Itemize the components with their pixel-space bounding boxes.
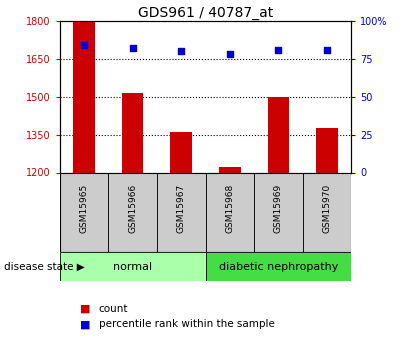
Bar (73, 21, 95, 172)
Bar (254, 172, 303, 252)
Text: count: count (99, 304, 128, 314)
Text: GSM15968: GSM15968 (225, 184, 234, 233)
Point (275, 47, 282, 52)
Bar (303, 172, 351, 252)
Text: ■: ■ (80, 304, 91, 314)
Point (129, 45, 136, 51)
Text: GSM15965: GSM15965 (79, 184, 88, 233)
Title: GDS961 / 40787_at: GDS961 / 40787_at (138, 6, 273, 20)
Text: percentile rank within the sample: percentile rank within the sample (99, 319, 275, 329)
Text: diabetic nephropathy: diabetic nephropathy (219, 262, 338, 272)
Text: GSM15970: GSM15970 (323, 184, 332, 233)
Bar (206, 172, 254, 252)
Bar (170, 132, 192, 172)
Bar (60, 172, 108, 252)
Text: GSM15967: GSM15967 (177, 184, 186, 233)
Point (178, 48, 185, 54)
Text: GSM15969: GSM15969 (274, 184, 283, 233)
Text: disease state ▶: disease state ▶ (4, 262, 85, 272)
Point (226, 51, 233, 57)
Text: normal: normal (113, 262, 152, 272)
Bar (206, 252, 351, 281)
Point (81, 42, 87, 48)
Text: GSM15966: GSM15966 (128, 184, 137, 233)
Bar (157, 172, 206, 252)
Point (324, 47, 330, 52)
Text: ■: ■ (80, 319, 91, 329)
Bar (122, 93, 143, 172)
Bar (268, 97, 289, 172)
Bar (316, 128, 338, 172)
Bar (60, 252, 206, 281)
Bar (108, 172, 157, 252)
Bar (219, 167, 241, 172)
